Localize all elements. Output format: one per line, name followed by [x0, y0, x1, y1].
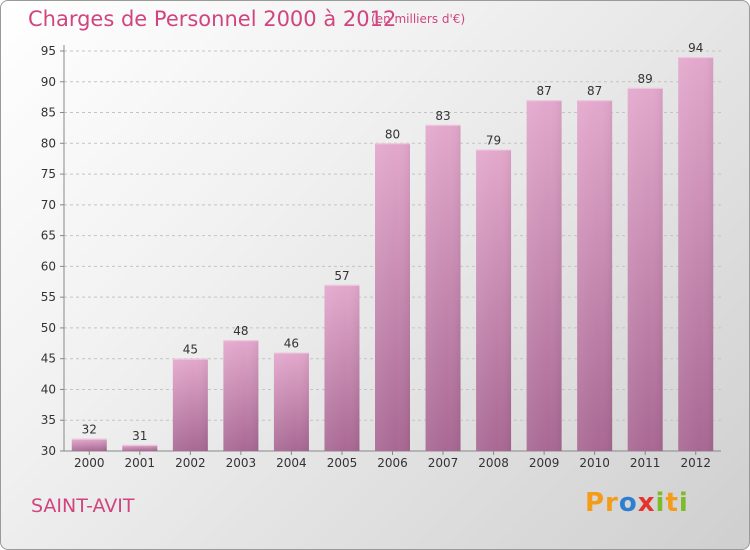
x-tick-label: 2004 — [276, 456, 307, 470]
data-label: 31 — [132, 429, 147, 443]
data-label: 45 — [183, 343, 198, 357]
chart-subtitle: (en milliers d'€) — [371, 12, 466, 26]
y-tick-label: 95 — [41, 44, 56, 58]
data-label: 87 — [587, 84, 602, 98]
data-label: 48 — [233, 324, 248, 338]
data-label: 89 — [638, 72, 653, 86]
logo-part-2: o — [618, 488, 638, 518]
x-tick-label: 2002 — [175, 456, 206, 470]
bar-shade — [71, 438, 107, 451]
data-label: 80 — [385, 127, 400, 141]
x-tick-label: 2010 — [579, 456, 610, 470]
y-tick-label: 55 — [41, 290, 56, 304]
logo-part-1: Pr — [585, 488, 619, 518]
data-label: 32 — [82, 423, 97, 437]
bar-shade — [223, 340, 259, 451]
bars — [71, 57, 714, 452]
y-tick-label: 40 — [41, 382, 56, 396]
x-tick-label: 2009 — [529, 456, 560, 470]
x-tick-label: 2001 — [125, 456, 156, 470]
x-tick-label: 2011 — [630, 456, 661, 470]
bar-shade — [627, 87, 663, 451]
bar-shade — [577, 100, 613, 451]
bar-shade — [375, 143, 410, 452]
labels: 30 35 40 45 50 55 60 65 70 75 80 85 90 95 2000 32 2001 31… — [41, 41, 711, 470]
bar-shade — [425, 124, 461, 451]
x-tick-label: 2007 — [428, 456, 459, 470]
y-tick-label: 80 — [41, 136, 56, 150]
bar-shade — [678, 57, 714, 452]
chart-title: Charges de Personnel 2000 à 2012 — [28, 7, 397, 31]
x-tick-label: 2005 — [327, 456, 358, 470]
logo-part-4: i — [655, 488, 666, 518]
bar-shade — [172, 358, 208, 451]
y-tick-label: 75 — [41, 167, 56, 181]
bar-shade — [273, 352, 309, 451]
data-label: 57 — [334, 269, 349, 283]
bar-shade — [324, 284, 360, 451]
y-tick-label: 45 — [41, 352, 56, 366]
data-label: 94 — [688, 41, 703, 55]
proxiti-logo: Proxiti — [585, 488, 689, 518]
data-label: 79 — [486, 133, 501, 147]
y-tick-label: 90 — [41, 75, 56, 89]
data-label: 87 — [536, 84, 551, 98]
x-tick-label: 2008 — [478, 456, 509, 470]
y-tick-label: 85 — [41, 106, 56, 120]
x-tick-label: 2003 — [226, 456, 257, 470]
y-tick-label: 65 — [41, 229, 56, 243]
y-tick-label: 35 — [41, 413, 56, 427]
data-label: 46 — [284, 337, 299, 351]
logo-part-3: x — [637, 488, 656, 518]
commune-name: SAINT-AVIT — [31, 495, 135, 517]
bar-shade — [526, 100, 562, 451]
bar-shade — [122, 444, 158, 451]
x-tick-label: 2006 — [377, 456, 408, 470]
y-tick-label: 70 — [41, 198, 56, 212]
y-tick-label: 30 — [41, 444, 56, 458]
x-tick-label: 2000 — [74, 456, 105, 470]
y-tick-label: 50 — [41, 321, 56, 335]
logo-part-6: i — [678, 488, 689, 518]
y-tick-label: 60 — [41, 259, 56, 273]
data-label: 83 — [435, 109, 450, 123]
logo-part-5: t — [665, 488, 679, 518]
x-tick-label: 2012 — [680, 456, 711, 470]
bar-shade — [476, 149, 512, 451]
